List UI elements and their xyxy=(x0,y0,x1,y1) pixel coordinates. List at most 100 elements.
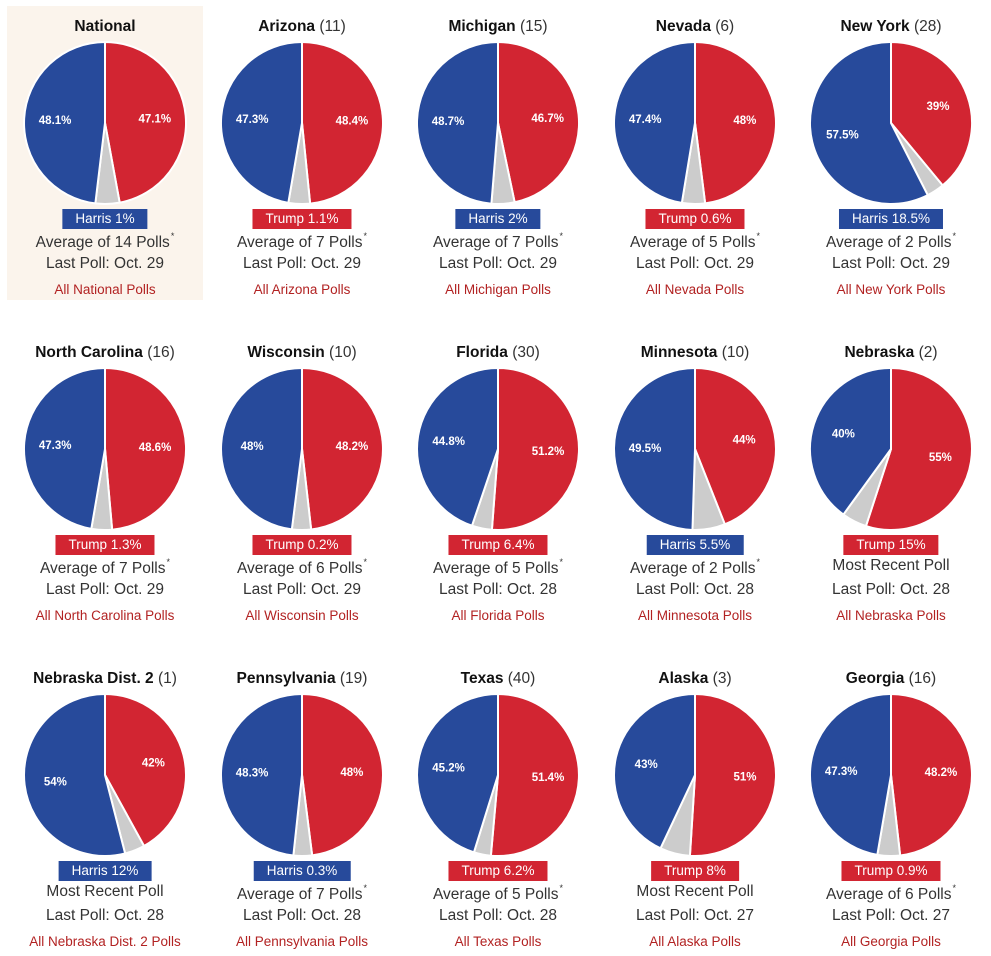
card-title: Florida (30) xyxy=(400,344,596,362)
margin-badge: Trump 6.2% xyxy=(448,861,548,881)
all-polls-link[interactable]: All Wisconsin Polls xyxy=(245,608,359,623)
last-poll-date: Last Poll: Oct. 28 xyxy=(242,907,362,924)
harris-label: 47.3% xyxy=(825,766,858,778)
trump-slice xyxy=(694,41,777,205)
footnote-asterisk: * xyxy=(756,557,761,567)
poll-card: National 48.1% 47.1% Harris 1% Average of 14… xyxy=(7,6,203,300)
pie-chart: 47.4% 48% xyxy=(613,41,777,205)
poll-card: Pennsylvania (19) 48.3% 48% Harris 0.3% Aver… xyxy=(204,658,400,952)
trump-label: 48.2% xyxy=(336,441,369,453)
margin-badge: Harris 12% xyxy=(58,861,152,881)
all-polls-link[interactable]: All Nebraska Dist. 2 Polls xyxy=(29,934,181,949)
margin-badge: Trump 1.1% xyxy=(252,209,352,229)
trump-slice xyxy=(301,41,384,205)
all-polls-link[interactable]: All Alaska Polls xyxy=(649,934,741,949)
poll-summary: Average of 5 Polls* xyxy=(432,557,564,577)
last-poll-date: Last Poll: Oct. 28 xyxy=(438,581,558,598)
state-name: Texas xyxy=(460,670,504,687)
card-title: Alaska (3) xyxy=(597,670,793,688)
electoral-votes: (6) xyxy=(710,18,735,35)
trump-slice xyxy=(104,693,187,847)
electoral-votes: (19) xyxy=(335,670,368,687)
all-polls-link[interactable]: All Texas Polls xyxy=(454,934,542,949)
footnote-asterisk: * xyxy=(363,557,368,567)
electoral-votes: (10) xyxy=(717,344,750,361)
trump-label: 48% xyxy=(340,767,363,779)
all-polls-link[interactable]: All North Carolina Polls xyxy=(35,608,175,623)
last-poll-date: Last Poll: Oct. 28 xyxy=(438,907,558,924)
trump-label: 42% xyxy=(142,758,165,770)
card-title: Pennsylvania (19) xyxy=(204,670,400,688)
poll-summary: Average of 6 Polls* xyxy=(825,883,957,903)
state-name: Alaska xyxy=(658,670,709,687)
harris-label: 48.7% xyxy=(432,116,465,128)
electoral-votes: (15) xyxy=(515,18,548,35)
all-polls-link[interactable]: All Michigan Polls xyxy=(445,282,551,297)
harris-slice xyxy=(23,693,127,857)
state-name: Georgia xyxy=(845,670,905,687)
harris-slice xyxy=(220,693,303,857)
all-polls-link[interactable]: All Nevada Polls xyxy=(645,282,745,297)
trump-label: 44% xyxy=(733,435,756,447)
footnote-asterisk: * xyxy=(756,231,761,241)
harris-label: 44.8% xyxy=(432,436,465,448)
state-name: Wisconsin xyxy=(247,344,325,361)
footnote-asterisk: * xyxy=(559,557,564,567)
harris-label: 48.3% xyxy=(236,767,269,779)
all-polls-link[interactable]: All Nebraska Polls xyxy=(836,608,946,623)
trump-label: 39% xyxy=(926,101,949,113)
state-name: Pennsylvania xyxy=(236,670,336,687)
trump-slice xyxy=(890,41,973,187)
last-poll-date: Last Poll: Oct. 27 xyxy=(635,907,755,924)
pie-chart: 48.1% 47.1% xyxy=(23,41,187,205)
harris-label: 48% xyxy=(241,441,264,453)
card-title: Nevada (6) xyxy=(597,18,793,36)
trump-slice xyxy=(688,693,777,857)
last-poll-date: Last Poll: Oct. 28 xyxy=(831,581,951,598)
pie-chart: 48.3% 48% xyxy=(220,693,384,857)
all-polls-link[interactable]: All New York Polls xyxy=(836,282,946,297)
trump-slice xyxy=(890,693,973,857)
harris-slice xyxy=(23,367,106,530)
all-polls-link[interactable]: All Arizona Polls xyxy=(253,282,351,297)
margin-badge: Trump 1.3% xyxy=(55,535,155,555)
harris-label: 54% xyxy=(44,776,67,788)
state-name: Florida xyxy=(456,344,508,361)
harris-slice xyxy=(416,367,499,527)
last-poll-date: Last Poll: Oct. 28 xyxy=(45,907,165,924)
all-polls-link[interactable]: All Georgia Polls xyxy=(841,934,941,949)
electoral-votes: (11) xyxy=(315,18,346,35)
harris-label: 45.2% xyxy=(432,763,465,775)
card-title: National xyxy=(7,18,203,36)
trump-slice xyxy=(489,693,580,857)
poll-summary: Average of 6 Polls* xyxy=(236,557,368,577)
last-poll-date: Last Poll: Oct. 28 xyxy=(635,581,755,598)
card-title: Georgia (16) xyxy=(793,670,989,688)
last-poll-date: Last Poll: Oct. 29 xyxy=(831,255,951,272)
harris-slice xyxy=(613,41,696,204)
electoral-votes: (30) xyxy=(507,344,540,361)
trump-label: 48.2% xyxy=(925,767,958,779)
electoral-votes: (2) xyxy=(914,344,938,361)
pie-chart: 40% 55% xyxy=(809,367,973,531)
footnote-asterisk: * xyxy=(363,231,368,241)
all-polls-link[interactable]: All Minnesota Polls xyxy=(637,608,753,623)
poll-card: Nebraska (2) 40% 55% Trump 15% Most Recent P… xyxy=(793,332,989,626)
pie-chart: 48% 48.2% xyxy=(220,367,384,531)
harris-slice xyxy=(416,693,499,854)
poll-card: Georgia (16) 47.3% 48.2% Trump 0.9% Average … xyxy=(793,658,989,952)
harris-slice xyxy=(613,367,696,531)
electoral-votes: (28) xyxy=(909,18,942,35)
state-name: Michigan xyxy=(448,18,516,35)
last-poll-date: Last Poll: Oct. 29 xyxy=(45,255,165,272)
card-title: Nebraska (2) xyxy=(793,344,989,362)
harris-slice xyxy=(23,41,106,205)
margin-badge: Harris 2% xyxy=(455,209,541,229)
margin-badge: Harris 5.5% xyxy=(646,535,744,555)
all-polls-link[interactable]: All Pennsylvania Polls xyxy=(235,934,369,949)
all-polls-link[interactable]: All National Polls xyxy=(54,282,156,297)
trump-label: 55% xyxy=(929,452,952,464)
all-polls-link[interactable]: All Florida Polls xyxy=(451,608,545,623)
card-title: North Carolina (16) xyxy=(7,344,203,362)
poll-summary: Average of 2 Polls* xyxy=(825,231,957,251)
